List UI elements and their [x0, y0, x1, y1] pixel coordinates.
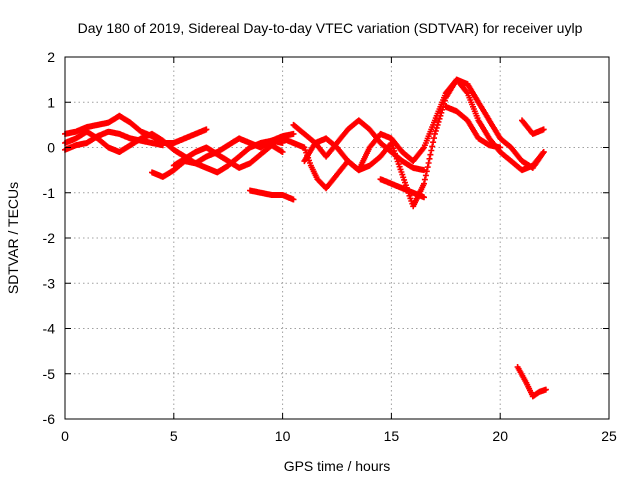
axis-ticks: 0 5 10 15 20 25 -6 -5 -4 -3 -2 -1 0 1 2 — [43, 49, 617, 444]
y-tick-label: -5 — [43, 366, 56, 382]
series-track-h — [290, 117, 427, 174]
series-track-k — [442, 103, 504, 151]
y-tick-label: -3 — [43, 275, 56, 291]
x-tick-label: 25 — [601, 428, 617, 444]
data-point-marks — [519, 117, 547, 137]
x-tick-label: 15 — [384, 428, 400, 444]
series-track-i — [301, 76, 547, 174]
y-tick-label: -6 — [43, 411, 56, 427]
data-point-marks — [247, 187, 297, 203]
x-tick-label: 10 — [275, 428, 291, 444]
y-tick-label: -1 — [43, 185, 56, 201]
grid — [65, 57, 609, 419]
series-track-m — [514, 364, 549, 400]
data-point-marks — [377, 176, 427, 201]
data-point-marks — [170, 142, 286, 171]
x-tick-label: 0 — [61, 428, 69, 444]
data-point-marks — [290, 117, 427, 174]
series-track-e — [170, 142, 286, 171]
data-point-marks — [301, 76, 547, 174]
y-tick-label: 1 — [47, 94, 55, 110]
y-tick-label: -2 — [43, 230, 56, 246]
y-tick-label: 2 — [47, 49, 55, 65]
y-tick-label: 0 — [47, 140, 55, 156]
data-point-marks — [514, 364, 549, 400]
series-track-j — [377, 176, 427, 201]
x-axis-label: GPS time / hours — [284, 458, 391, 474]
x-tick-label: 20 — [492, 428, 508, 444]
data-point-marks — [442, 103, 504, 151]
y-tick-label: -4 — [43, 321, 56, 337]
series-track-f — [247, 187, 297, 203]
series-track-l — [519, 117, 547, 137]
x-tick-label: 5 — [170, 428, 178, 444]
chart-title: Day 180 of 2019, Sidereal Day-to-day VTE… — [78, 20, 583, 36]
y-axis-label: SDTVAR / TECUs — [5, 182, 21, 294]
